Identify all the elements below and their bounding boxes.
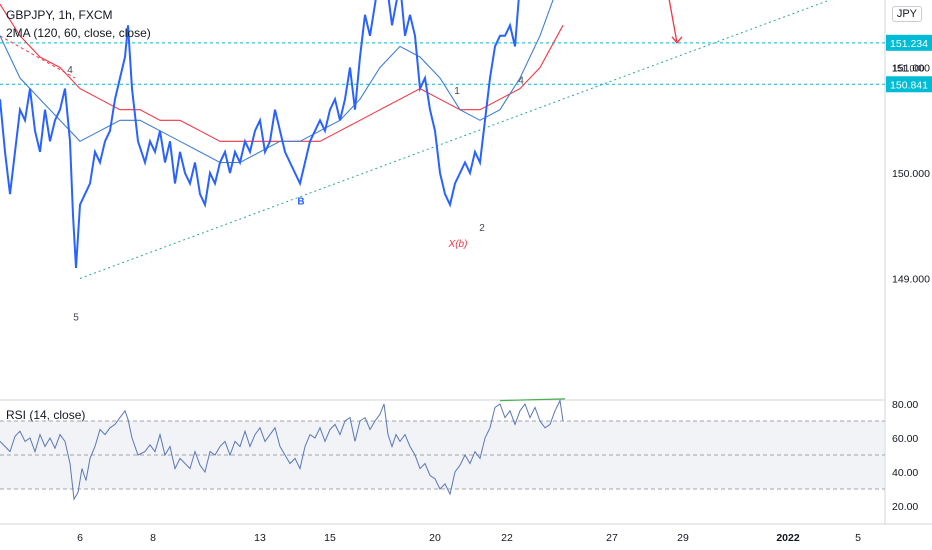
x-tick-2022: 2022 [776,532,800,544]
ma-fast-line [0,0,554,164]
price-badge-4 [886,76,932,93]
wave-label-8: 2 [479,223,485,234]
price-tick-151.000: 151.000 [892,63,930,75]
wave-label-6: 1 [454,86,460,97]
rsi-tick-20.00: 20.00 [892,501,918,513]
x-tick-6: 6 [77,532,83,544]
channel-line [0,35,76,79]
ma-slow-line [0,3,564,142]
price-tick-partial-151: 151.000 [892,64,925,74]
rsi-tick-40.00: 40.00 [892,467,918,479]
wave-label-0: 4 [67,65,73,76]
x-tick-27: 27 [606,532,618,544]
ma-indicator-label[interactable]: 2MA (120, 60, close, close) [6,26,151,40]
rsi-indicator-label[interactable]: RSI (14, close) [6,408,86,422]
trend-line [79,0,832,279]
price-tick-150.000: 150.000 [892,168,930,180]
rsi-divergence-line [499,398,566,402]
price-badge-text-4: 150.841 [890,79,928,91]
forecast-path [668,0,678,43]
x-tick-13: 13 [254,532,266,544]
currency-button[interactable]: JPY [891,6,922,22]
wave-label-10: 4 [518,75,524,86]
x-tick-15: 15 [324,532,336,544]
price-tick-149.000: 149.000 [892,274,930,286]
x-tick-22: 22 [501,532,513,544]
x-tick-5: 5 [855,532,861,544]
chart-title: GBPJPY, 1h, FXCM [6,8,113,22]
x-tick-29: 29 [677,532,689,544]
price-series-line [0,0,520,269]
price-badge-text-3: 151.234 [890,38,928,50]
wave-label-1: 5 [73,313,79,324]
wave-label-7: X(b) [448,239,468,250]
rsi-tick-60.00: 60.00 [892,433,918,445]
rsi-line [0,398,564,501]
price-badge-3 [886,34,932,51]
wave-label-3: B [297,197,304,208]
rsi-tick-80.00: 80.00 [892,399,918,411]
x-tick-20: 20 [429,532,441,544]
x-tick-8: 8 [150,532,156,544]
forecast-arrowhead [671,36,683,44]
